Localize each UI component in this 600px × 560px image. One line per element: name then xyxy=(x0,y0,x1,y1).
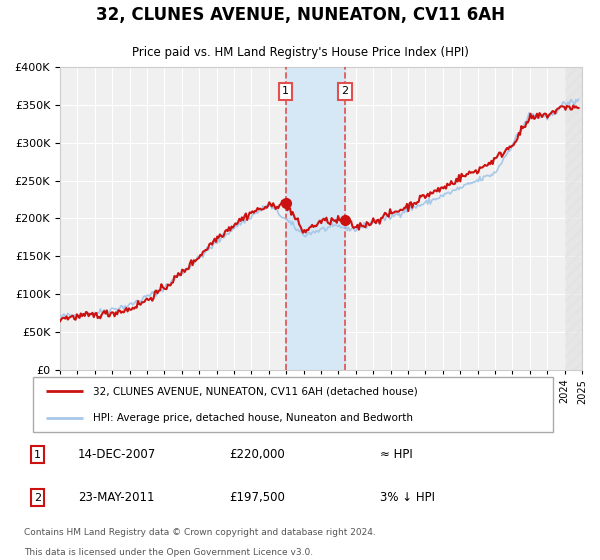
Text: 23-MAY-2011: 23-MAY-2011 xyxy=(78,491,155,504)
Text: This data is licensed under the Open Government Licence v3.0.: This data is licensed under the Open Gov… xyxy=(24,548,313,557)
Text: Price paid vs. HM Land Registry's House Price Index (HPI): Price paid vs. HM Land Registry's House … xyxy=(131,46,469,59)
Bar xyxy=(286,67,345,370)
Text: £197,500: £197,500 xyxy=(229,491,285,504)
Text: HPI: Average price, detached house, Nuneaton and Bedworth: HPI: Average price, detached house, Nune… xyxy=(94,413,413,423)
FancyBboxPatch shape xyxy=(32,377,553,432)
Text: £220,000: £220,000 xyxy=(229,448,285,461)
Text: 3% ↓ HPI: 3% ↓ HPI xyxy=(380,491,436,504)
Text: 2: 2 xyxy=(341,86,349,96)
Text: Contains HM Land Registry data © Crown copyright and database right 2024.: Contains HM Land Registry data © Crown c… xyxy=(24,528,376,537)
Text: 1: 1 xyxy=(282,86,289,96)
Text: 14-DEC-2007: 14-DEC-2007 xyxy=(78,448,156,461)
Text: ≈ HPI: ≈ HPI xyxy=(380,448,413,461)
Text: 2: 2 xyxy=(34,493,41,503)
Text: 32, CLUNES AVENUE, NUNEATON, CV11 6AH: 32, CLUNES AVENUE, NUNEATON, CV11 6AH xyxy=(95,6,505,24)
Text: 32, CLUNES AVENUE, NUNEATON, CV11 6AH (detached house): 32, CLUNES AVENUE, NUNEATON, CV11 6AH (d… xyxy=(94,386,418,396)
Text: 1: 1 xyxy=(34,450,41,460)
Bar xyxy=(565,67,590,370)
